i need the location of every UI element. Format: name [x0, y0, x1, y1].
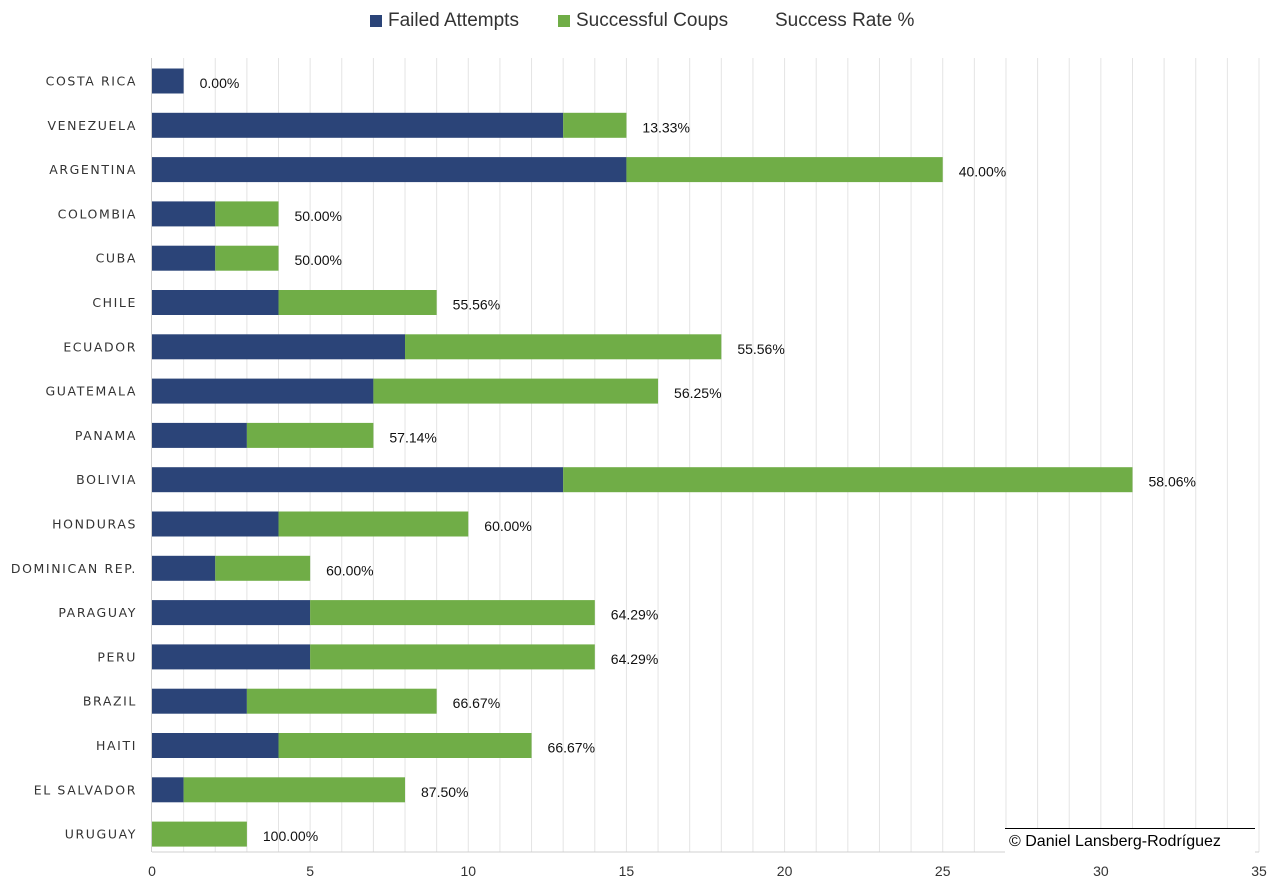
bar-failed-attempts	[152, 245, 216, 271]
success-rate-label: 55.56%	[453, 297, 500, 313]
category-label: CHILE	[92, 295, 137, 310]
bar-successful-coups	[215, 245, 279, 271]
x-tick-label: 30	[1093, 863, 1109, 879]
category-label: GUATEMALA	[46, 384, 138, 399]
category-label: PERU	[97, 649, 137, 664]
legend: Failed Attempts Successful Coups Success…	[0, 10, 1280, 36]
bar-failed-attempts	[152, 555, 216, 581]
x-tick-label: 25	[935, 863, 951, 879]
success-rate-label: 57.14%	[389, 429, 436, 445]
bar-successful-coups	[373, 378, 659, 404]
bar-successful-coups	[626, 157, 943, 183]
category-label: PARAGUAY	[58, 605, 137, 620]
bar-failed-attempts	[152, 201, 216, 227]
bar-failed-attempts	[152, 644, 311, 670]
success-rate-label: 100.00%	[263, 828, 318, 844]
category-label: ARGENTINA	[49, 162, 137, 177]
bar-successful-coups	[152, 821, 247, 847]
bar-successful-coups	[405, 334, 722, 360]
legend-item-failed[interactable]: Failed Attempts	[370, 10, 519, 32]
category-label: PANAMA	[75, 428, 137, 443]
bar-successful-coups	[563, 467, 1133, 493]
legend-label-successful: Successful Coups	[576, 10, 729, 31]
bar-failed-attempts	[152, 112, 564, 138]
success-rate-label: 56.25%	[674, 385, 721, 401]
x-tick-label: 5	[306, 863, 314, 879]
bar-failed-attempts	[152, 733, 279, 758]
bar-successful-coups	[246, 422, 374, 448]
x-tick-label: 20	[777, 863, 793, 879]
bar-successful-coups	[310, 644, 595, 670]
success-rate-label: 64.29%	[611, 651, 658, 667]
bar-failed-attempts	[152, 422, 247, 448]
x-tick-label: 0	[148, 863, 156, 879]
success-rate-label: 64.29%	[611, 607, 658, 623]
success-rate-label: 50.00%	[295, 208, 342, 224]
bar-failed-attempts	[152, 688, 247, 714]
success-rate-label: 40.00%	[959, 164, 1006, 180]
success-rate-label: 50.00%	[295, 252, 342, 268]
bar-failed-attempts	[152, 467, 564, 493]
bar-failed-attempts	[152, 334, 406, 360]
bar-failed-attempts	[152, 290, 279, 315]
category-label: CUBA	[96, 251, 137, 266]
category-label: URUGUAY	[65, 827, 137, 842]
legend-item-successful[interactable]: Successful Coups	[558, 10, 728, 32]
category-label: ECUADOR	[63, 339, 137, 354]
x-tick-label: 10	[460, 863, 476, 879]
bar-successful-coups	[278, 290, 437, 315]
success-rate-label: 66.67%	[453, 695, 500, 711]
legend-label-failed: Failed Attempts	[388, 10, 519, 31]
x-tick-label: 15	[619, 863, 635, 879]
bar-failed-attempts	[152, 68, 184, 94]
success-rate-label: 13.33%	[642, 119, 689, 135]
bar-failed-attempts	[152, 157, 627, 183]
legend-swatch-successful	[558, 15, 570, 27]
category-label: COLOMBIA	[58, 206, 137, 221]
bar-failed-attempts	[152, 378, 374, 404]
category-label: VENEZUELA	[47, 118, 137, 133]
success-rate-label: 0.00%	[200, 75, 240, 91]
x-tick-label: 35	[1251, 863, 1267, 879]
success-rate-label: 58.06%	[1148, 474, 1195, 490]
category-label: BOLIVIA	[76, 472, 137, 487]
success-rate-label: 55.56%	[737, 341, 784, 357]
category-label: HAITI	[96, 738, 137, 753]
success-rate-label: 87.50%	[421, 784, 468, 800]
success-rate-label: 66.67%	[548, 740, 595, 756]
success-rate-label: 60.00%	[484, 518, 531, 534]
category-label: EL SALVADOR	[34, 782, 137, 797]
category-label: HONDURAS	[52, 517, 137, 532]
bar-successful-coups	[183, 777, 406, 803]
credit-text: © Daniel Lansberg-Rodríguez	[1005, 828, 1255, 854]
bar-failed-attempts	[152, 777, 184, 803]
category-label: COSTA RICA	[46, 74, 137, 89]
category-label: BRAZIL	[83, 694, 137, 709]
bar-successful-coups	[215, 555, 311, 581]
bar-successful-coups	[278, 511, 469, 537]
bar-failed-attempts	[152, 511, 279, 537]
bar-successful-coups	[215, 201, 279, 227]
legend-label-success-rate: Success Rate %	[775, 10, 915, 31]
bar-successful-coups	[246, 688, 437, 714]
category-label: DOMINICAN REP.	[11, 561, 137, 576]
bar-successful-coups	[278, 733, 532, 758]
legend-item-success-rate[interactable]: Success Rate %	[775, 10, 914, 32]
bar-failed-attempts	[152, 600, 311, 626]
legend-swatch-failed	[370, 15, 382, 27]
bar-successful-coups	[310, 600, 595, 626]
success-rate-label: 60.00%	[326, 562, 373, 578]
bar-successful-coups	[563, 112, 627, 138]
